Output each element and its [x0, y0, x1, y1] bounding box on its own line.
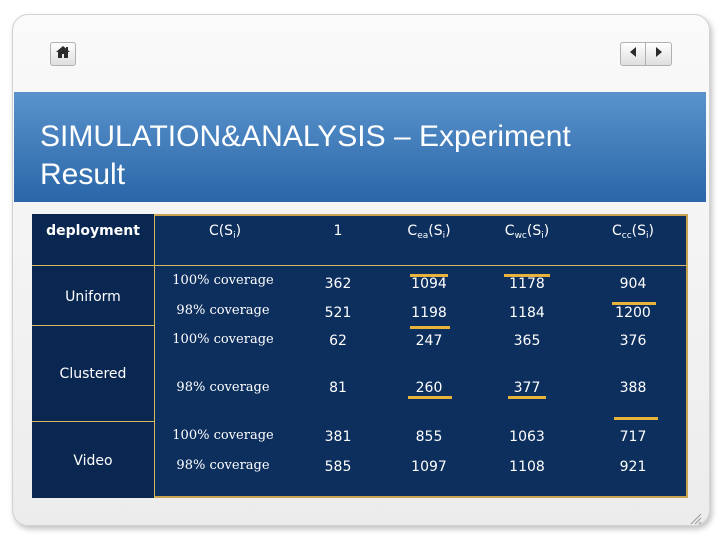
group-label-uniform: Uniform — [65, 289, 121, 305]
coverage-cell: 100% coverage — [172, 273, 274, 288]
coverage-cell: 100% coverage — [172, 332, 274, 347]
home-button[interactable] — [50, 42, 76, 66]
value-cell-ccc: 376 — [619, 333, 647, 349]
value-cell-1: 362 — [324, 276, 352, 292]
value-cell-cwc: 1063 — [509, 429, 545, 445]
highlight-mark — [504, 274, 550, 277]
value-cell-ccc: 921 — [619, 459, 647, 475]
coverage-cell: 98% coverage — [176, 458, 270, 473]
value-cell-1: 381 — [324, 429, 352, 445]
value-cell-cwc: 1184 — [509, 305, 545, 321]
header-divider — [32, 265, 688, 266]
next-slide-button[interactable] — [646, 42, 672, 66]
highlight-mark — [612, 302, 656, 305]
highlight-mark — [508, 396, 546, 399]
header-cwc: Cwc(Si) — [504, 223, 550, 241]
column-divider — [154, 214, 155, 498]
header-cea: Cea(Si) — [407, 223, 451, 241]
slide-title: SIMULATION&ANALYSIS – Experiment Result — [40, 120, 571, 191]
coverage-cell: 98% coverage — [176, 380, 270, 395]
value-cell-1: 585 — [324, 459, 352, 475]
triangle-right-icon — [654, 45, 664, 63]
value-cell-cea: 247 — [415, 333, 443, 349]
previous-slide-button[interactable] — [620, 42, 646, 66]
value-cell-ccc: 904 — [619, 276, 647, 292]
value-cell-cea: 1198 — [411, 305, 447, 321]
group-divider — [32, 325, 154, 326]
value-cell-cwc: 1108 — [509, 459, 545, 475]
value-cell-cea: 1097 — [411, 459, 447, 475]
coverage-cell: 100% coverage — [172, 428, 274, 443]
header-ccc: Ccc(Si) — [611, 223, 655, 241]
header-one: 1 — [333, 223, 343, 239]
value-cell-cwc: 365 — [513, 333, 541, 349]
value-cell-ccc: 1200 — [615, 305, 651, 321]
deployment-column — [32, 214, 154, 498]
resize-grip-icon — [688, 511, 702, 525]
value-cell-ccc: 388 — [619, 380, 647, 396]
value-cell-cea: 1094 — [411, 276, 447, 292]
value-cell-1: 81 — [329, 380, 347, 396]
group-label-video: Video — [73, 453, 113, 469]
highlight-mark — [408, 396, 452, 399]
highlight-mark — [614, 417, 658, 420]
group-label-clustered: Clustered — [59, 366, 127, 382]
header-deployment: deployment — [46, 223, 140, 239]
value-cell-cea: 260 — [415, 380, 443, 396]
value-cell-cea: 855 — [415, 429, 443, 445]
value-cell-1: 521 — [324, 305, 352, 321]
home-icon — [55, 45, 71, 64]
highlight-mark — [410, 326, 450, 329]
value-cell-cwc: 377 — [513, 380, 541, 396]
coverage-cell: 98% coverage — [176, 303, 270, 318]
triangle-left-icon — [628, 45, 638, 63]
value-cell-cwc: 1178 — [509, 276, 545, 292]
header-c: C(Si) — [208, 223, 242, 241]
group-divider — [32, 421, 154, 422]
value-cell-1: 62 — [329, 333, 347, 349]
title-band — [14, 92, 706, 202]
value-cell-ccc: 717 — [619, 429, 647, 445]
highlight-mark — [410, 274, 448, 277]
